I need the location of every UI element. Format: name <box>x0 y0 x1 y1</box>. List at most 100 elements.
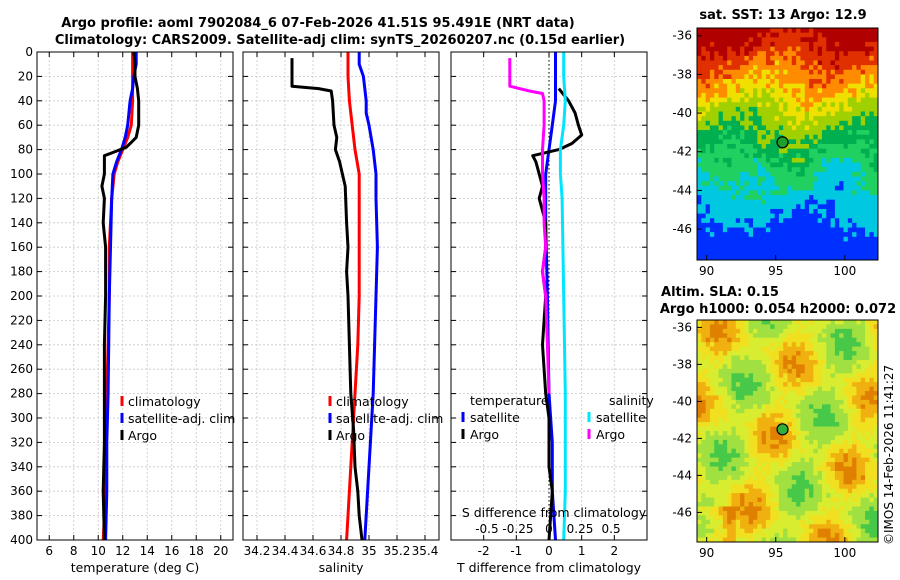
map-cell <box>783 359 788 365</box>
map-cell <box>856 79 862 85</box>
map-cell <box>727 506 732 512</box>
map-cell <box>774 111 780 117</box>
map-cell <box>722 493 728 498</box>
map-cell <box>873 222 879 228</box>
y-tick-label: 0 <box>25 45 33 59</box>
map-cell <box>701 444 707 450</box>
map-cell <box>765 488 771 494</box>
y-tick-label: 200 <box>10 289 33 303</box>
map-cell <box>826 88 831 94</box>
map-cell <box>697 462 702 467</box>
map-cell <box>701 435 707 441</box>
map-cell <box>821 181 827 187</box>
map-cell <box>813 422 819 427</box>
map-cell <box>865 218 870 224</box>
map-cell <box>748 241 754 247</box>
map-cell <box>761 92 767 98</box>
map-cell <box>873 246 879 252</box>
map-cell <box>839 232 844 238</box>
map-cell <box>869 519 875 525</box>
map-cell <box>735 337 741 343</box>
map-cell <box>804 502 810 507</box>
map-cell <box>783 355 788 361</box>
map-cell <box>856 162 862 168</box>
map-cell <box>709 116 715 122</box>
map-cell <box>705 97 711 103</box>
map-cell <box>714 386 719 392</box>
map-cell <box>757 533 763 538</box>
map-cell <box>813 74 819 80</box>
map-cell <box>830 250 836 256</box>
map-cell <box>783 37 788 43</box>
map-cell <box>774 408 780 414</box>
map-cell <box>748 88 754 94</box>
map-cell <box>873 435 879 441</box>
map-cell <box>765 176 771 182</box>
map-cell <box>748 333 754 339</box>
map-cell <box>809 255 814 261</box>
map-cell <box>783 41 788 47</box>
map-cell <box>817 359 823 365</box>
map-cell <box>765 368 771 374</box>
map-cell <box>778 502 784 507</box>
map-cell <box>774 130 780 136</box>
map-cell <box>731 404 737 410</box>
map-cell <box>817 222 823 228</box>
map-cell <box>709 373 715 379</box>
map-cell <box>804 120 810 126</box>
map-cell <box>761 125 767 131</box>
map-cell <box>873 65 879 71</box>
map-cell <box>753 502 758 507</box>
map-cell <box>800 391 806 396</box>
map-cell <box>731 130 737 136</box>
map-cell <box>852 227 857 233</box>
map-cell <box>765 204 771 210</box>
map-cell <box>839 435 844 441</box>
map-cell <box>727 79 732 85</box>
map-cell <box>847 493 853 498</box>
map-cell <box>809 116 814 122</box>
map-cell <box>705 382 711 387</box>
map-cell <box>697 144 702 150</box>
map-cell <box>740 537 745 543</box>
map-cell <box>770 55 775 61</box>
map-cell <box>830 232 836 238</box>
map-cell <box>834 74 840 80</box>
map-cell <box>744 148 750 154</box>
map-cell <box>843 399 849 405</box>
y-tick-label: 260 <box>10 362 33 376</box>
map-cell <box>709 457 715 463</box>
lon-tick-label: 90 <box>699 264 714 278</box>
map-cell <box>826 74 831 80</box>
map-cell <box>856 41 862 47</box>
map-cell <box>757 162 763 168</box>
map-cell <box>761 497 767 503</box>
map-cell <box>804 320 810 325</box>
map-cell <box>744 120 750 126</box>
map-cell <box>856 364 862 370</box>
map-cell <box>821 60 827 66</box>
map-cell <box>722 333 728 339</box>
map-cell <box>744 144 750 150</box>
map-cell <box>774 236 780 242</box>
map-cell <box>821 364 827 370</box>
map-cell <box>744 250 750 256</box>
map-cell <box>735 457 741 463</box>
map-cell <box>765 167 771 173</box>
map-cell <box>753 533 758 538</box>
map-cell <box>860 502 866 507</box>
map-cell <box>778 176 784 182</box>
map-cell <box>748 116 754 122</box>
map-cell <box>740 181 745 187</box>
map-cell <box>709 171 715 177</box>
map-cell <box>735 373 741 379</box>
map-cell <box>722 342 728 348</box>
map-cell <box>826 176 831 182</box>
map-cell <box>722 111 728 117</box>
map-cell <box>821 337 827 343</box>
map-cell <box>727 176 732 182</box>
map-cell <box>757 255 763 261</box>
map-cell <box>731 364 737 370</box>
map-cell <box>731 435 737 441</box>
s-diff-tick-label: -0.5 <box>475 522 498 536</box>
